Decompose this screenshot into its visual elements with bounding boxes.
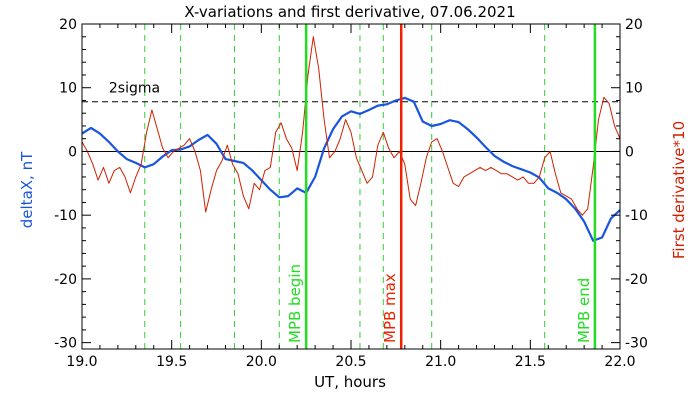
- y-tick-label-right-4: -20: [625, 272, 648, 288]
- x-axis-label: UT, hours: [314, 373, 386, 391]
- x-tick-label-0: 19.0: [66, 354, 97, 370]
- series-line-1: [81, 36, 621, 216]
- y-tick-label-left-4: -20: [54, 272, 77, 288]
- series-line-0: [81, 96, 621, 242]
- x-tick-label-1: 19.5: [156, 354, 187, 370]
- y-tick-label-left-1: 10: [59, 81, 77, 97]
- x-tick-label-3: 20.5: [335, 354, 366, 370]
- x-tick-label-4: 21.0: [425, 354, 456, 370]
- plot-area: 2sigma MPB begin MPB max MPB end 19.0 19.5 20.…: [54, 17, 648, 370]
- y-tick-label-left-5: -30: [54, 336, 77, 352]
- y-tick-label-left-3: -10: [54, 208, 77, 224]
- marker-label-0: MPB begin: [286, 264, 304, 343]
- x-tick-label-6: 22.0: [604, 354, 635, 370]
- y-tick-label-right-5: -30: [625, 336, 648, 352]
- chart-title: X-variations and first derivative, 07.06…: [184, 3, 515, 21]
- y-axis-label-left: deltaX, nT: [18, 151, 36, 228]
- y-tick-label-right-0: 20: [625, 17, 643, 33]
- plot-frame: [81, 23, 621, 350]
- y-tick-label-left-0: 20: [59, 17, 77, 33]
- x-tick-label-5: 21.5: [515, 354, 546, 370]
- y-tick-label-right-1: 10: [625, 81, 643, 97]
- y-tick-label-right-3: -10: [625, 208, 648, 224]
- y-axis-label-right: First derivative*10: [670, 121, 688, 259]
- y-tick-label-left-2: 0: [68, 144, 77, 160]
- marker-label-2: MPB end: [575, 278, 593, 343]
- x-tick-label-2: 20.0: [246, 354, 277, 370]
- y-tick-label-right-2: 0: [625, 144, 634, 160]
- threshold-label: 2sigma: [109, 81, 160, 97]
- marker-label-1: MPB max: [381, 273, 399, 343]
